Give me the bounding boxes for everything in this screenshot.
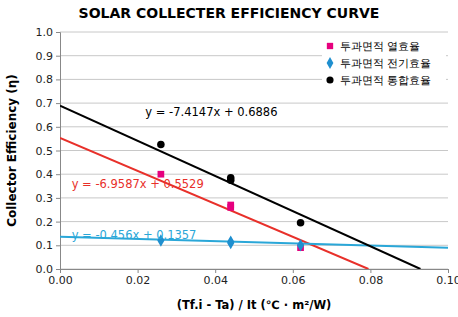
y-axis: 0.0 0.1 0.2 0.3 0.4 0.5 0.6 0.7 0.8 0.9 1.0	[36, 26, 61, 276]
tick-mark	[56, 79, 60, 80]
tick-label: 0.08	[359, 274, 384, 287]
grid-line	[60, 32, 448, 33]
grid-line	[60, 126, 448, 127]
point	[297, 219, 305, 227]
tick-label: 0.10	[436, 274, 458, 287]
tick-mark	[56, 127, 60, 128]
tick-label: 0.1	[36, 239, 54, 252]
point	[227, 237, 234, 249]
tick-mark	[56, 103, 60, 104]
tick-label: 0.0	[36, 263, 54, 276]
axis-line	[61, 270, 449, 274]
grid-line	[60, 103, 448, 104]
tick: 0.8	[36, 73, 61, 86]
legend-label: 투과면적 열효율	[340, 40, 421, 53]
tick-label: 0.02	[126, 274, 151, 287]
plot-area	[60, 106, 448, 269]
legend-label: 투과면적 통합효율	[340, 74, 432, 87]
trend-line	[60, 106, 420, 269]
trend-line	[60, 138, 368, 269]
tick-label: 0.4	[36, 168, 54, 181]
tick: 0.6	[36, 121, 61, 134]
tick-label: 0.6	[36, 121, 54, 134]
axis-line	[56, 33, 61, 270]
x-axis-title: (Tf.i - Ta) / It (℃ · m²/W)	[177, 298, 332, 312]
tick: 1.0	[36, 26, 61, 39]
tick-mark	[215, 269, 216, 273]
tick-mark	[56, 245, 60, 246]
legend-marker	[327, 43, 333, 49]
legend-box	[322, 36, 446, 95]
tick-mark	[370, 269, 371, 273]
tick-mark	[56, 222, 60, 223]
tick: 0.9	[36, 50, 61, 63]
y-axis-title: Collector Efficiency (η)	[5, 74, 19, 227]
tick-label: 0.5	[36, 145, 54, 158]
tick-label: 0.9	[36, 50, 54, 63]
tick-label: 0.7	[36, 97, 54, 110]
tick-mark	[56, 151, 60, 152]
tick: 0.04	[203, 269, 228, 287]
tick-mark	[56, 32, 60, 33]
tick: 0.3	[36, 192, 61, 205]
tick-label: 0.8	[36, 73, 54, 86]
point	[227, 204, 234, 211]
legend-label: 투과면적 전기효율	[340, 57, 432, 70]
point	[297, 239, 304, 251]
tick: 0.0	[36, 263, 61, 276]
tick-mark	[293, 269, 294, 273]
tick: 0.4	[36, 168, 61, 181]
legend-marker	[326, 76, 333, 83]
tick: 0.1	[36, 239, 61, 252]
tick-mark	[138, 269, 139, 273]
legend-item: 투과면적 통합효율	[326, 74, 431, 87]
chart: 0.000.020.040.060.080.100.00.10.20.30.40…	[0, 0, 458, 317]
grid-line	[60, 197, 448, 198]
grid	[60, 32, 448, 269]
tick: 0.2	[36, 216, 61, 229]
tick-label: 0.04	[203, 274, 228, 287]
legend-item: 투과면적 열효율	[327, 40, 421, 53]
tick-label: 0.06	[281, 274, 306, 287]
title: SOLAR COLLECTER EFFICIENCY CURVE	[79, 5, 380, 21]
equation-label: y = -7.4147x + 0.6886	[145, 105, 277, 119]
tick: 0.06	[281, 269, 306, 287]
tick: 0.5	[36, 145, 61, 158]
tick-label: 0.3	[36, 192, 54, 205]
x-axis: 0.000.020.040.060.080.10	[48, 269, 458, 287]
tick-mark	[56, 269, 60, 270]
equation-label: y = -6.9587x + 0.5529	[72, 177, 204, 191]
equation-label: y = -0.456x + 0.1357	[72, 228, 197, 242]
tick: 0.02	[126, 269, 151, 287]
point	[157, 141, 165, 149]
tick: 0.08	[359, 269, 384, 287]
tick-label: 0.2	[36, 216, 54, 229]
grid-line	[60, 150, 448, 151]
tick-mark	[56, 198, 60, 199]
tick-label: 1.0	[36, 26, 54, 39]
legend: 투과면적 열효율투과면적 전기효율투과면적 통합효율	[322, 36, 446, 95]
tick-mark	[448, 269, 449, 273]
legend-item: 투과면적 전기효율	[327, 57, 432, 70]
grid-line	[60, 174, 448, 175]
legend-marker	[327, 57, 334, 69]
tick: 0.7	[36, 97, 61, 110]
tick-mark	[56, 174, 60, 175]
tick-mark	[56, 56, 60, 57]
tick: 0.10	[436, 269, 458, 287]
point	[227, 176, 235, 184]
